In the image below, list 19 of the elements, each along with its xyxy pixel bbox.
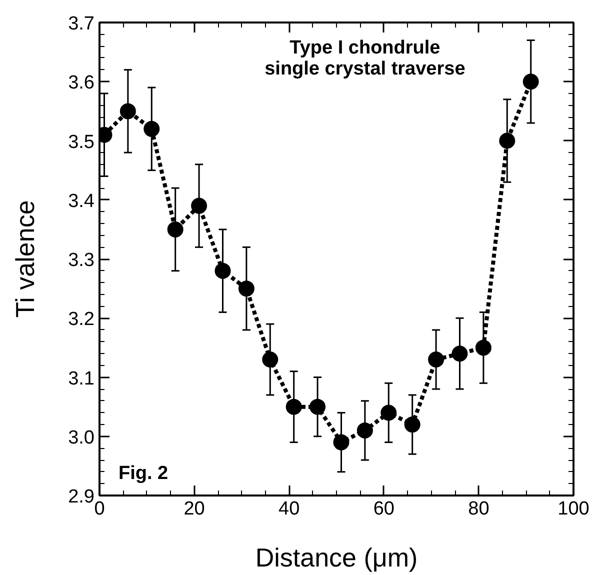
x-tick-label: 0 (94, 498, 105, 520)
y-axis-title: Ti valence (10, 200, 40, 318)
x-tick-label: 80 (468, 498, 490, 520)
x-tick-label: 60 (373, 498, 394, 520)
y-tick-label: 3.5 (68, 132, 95, 153)
x-axis-title: Distance (μm) (255, 542, 418, 572)
x-tick-label: 100 (558, 498, 590, 520)
y-tick-label: 3.3 (68, 250, 95, 271)
x-tick-label: 20 (184, 498, 205, 520)
y-tick-label: 3.0 (68, 427, 95, 448)
annotation: Type I chondrule single crystal traverse (264, 37, 466, 80)
annotation: Fig. 2 (118, 462, 168, 484)
y-tick-label: 2.9 (68, 486, 95, 508)
y-tick-label: 3.6 (68, 72, 95, 94)
y-tick-label: 3.2 (68, 309, 95, 330)
y-tick-label: 3.1 (68, 368, 95, 390)
y-tick-label: 3.7 (68, 14, 95, 34)
y-tick-label: 3.4 (68, 190, 95, 212)
x-tick-label: 40 (278, 498, 300, 520)
